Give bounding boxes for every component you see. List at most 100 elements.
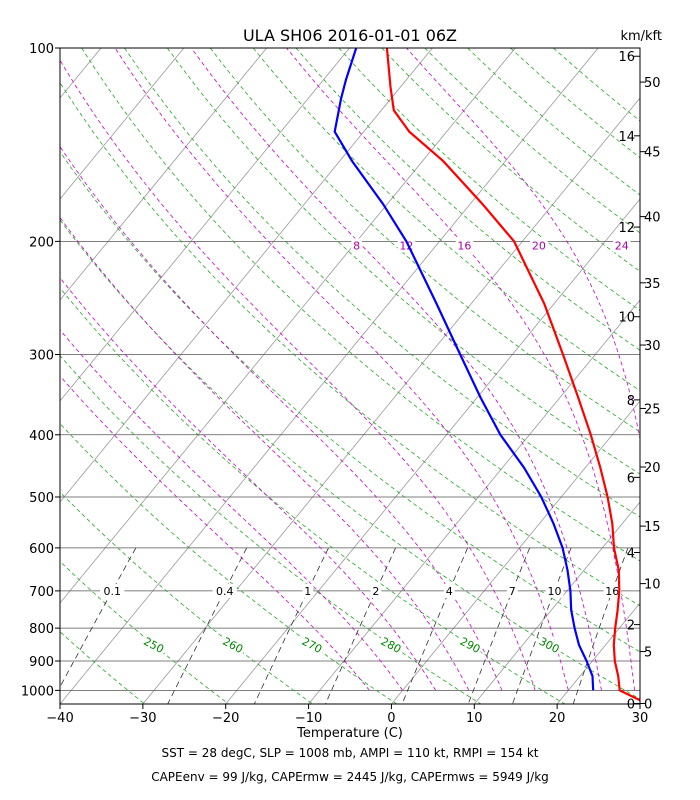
x-tick-label: 10 bbox=[466, 711, 483, 726]
km-tick-label: 12 bbox=[618, 221, 635, 236]
mixing-ratio-line bbox=[401, 547, 468, 704]
mixing-ratio-label-group: 2 bbox=[370, 583, 382, 598]
mixing-ratio-label-bg bbox=[443, 583, 455, 598]
dry-adiabat-line bbox=[60, 631, 145, 704]
kft-tick-label: 0 bbox=[644, 697, 652, 712]
mixing-ratio-line bbox=[60, 547, 137, 688]
dry-adiabat-line bbox=[60, 82, 640, 607]
moist-adiabat-line bbox=[60, 145, 503, 691]
dry-adiabat-line bbox=[381, 48, 640, 272]
dry-adiabat-line bbox=[60, 354, 482, 704]
moist-adiabat-line bbox=[60, 375, 370, 691]
x-tick-label: −10 bbox=[295, 711, 322, 726]
isotherm-line bbox=[0, 48, 18, 704]
kft-tick-label: 10 bbox=[644, 578, 661, 593]
moist-adiabat-line bbox=[406, 48, 640, 441]
chart-title: ULA SH06 2016-01-01 06Z bbox=[243, 26, 457, 45]
mixing-ratio-label: 0.1 bbox=[103, 585, 121, 598]
mixing-ratio-label-bg bbox=[212, 583, 237, 598]
kft-tick-label: 20 bbox=[644, 461, 661, 476]
dry-adiabat-line bbox=[60, 702, 61, 704]
x-tick-label: −30 bbox=[129, 711, 156, 726]
dry-adiabat-label-bg bbox=[456, 633, 485, 657]
isotherm-line bbox=[60, 48, 599, 704]
dry-adiabat-label-bg bbox=[535, 633, 564, 657]
mixing-ratio-label: 0.4 bbox=[216, 585, 234, 598]
kft-tick-label: 25 bbox=[644, 402, 661, 417]
dry-adiabat-line bbox=[295, 48, 640, 351]
dry-adiabat-label-group: 280 bbox=[377, 633, 406, 657]
km-tick-label: 16 bbox=[618, 50, 635, 65]
mixing-ratio-label-group: 7 bbox=[506, 583, 518, 598]
kft-tick-label: 40 bbox=[644, 211, 661, 226]
moist-adiabat-line bbox=[114, 48, 569, 691]
dry-adiabat-label-group: 300 bbox=[535, 633, 564, 657]
kft-tick-label: 35 bbox=[644, 277, 661, 292]
dry-adiabat-label-group: 290 bbox=[456, 633, 485, 657]
footer-line-2: CAPEenv = 99 J/kg, CAPErmw = 2445 J/kg, … bbox=[151, 770, 549, 784]
dry-adiabat-label-bg bbox=[218, 633, 248, 657]
km-tick-label: 0 bbox=[627, 697, 635, 712]
mixing-ratio-line bbox=[467, 547, 531, 704]
isotherm-line bbox=[60, 48, 185, 200]
mixing-ratio-label: 1 bbox=[304, 585, 311, 598]
profile-lines bbox=[333, 48, 640, 702]
dry-adiabat-line bbox=[167, 48, 640, 475]
dewpoint-profile-line bbox=[333, 48, 595, 691]
mixing-ratio-label-group: 4 bbox=[443, 583, 455, 598]
dry-adiabat-line bbox=[124, 48, 640, 518]
mixing-ratio-label-bg bbox=[370, 583, 382, 598]
dry-adiabat-line bbox=[510, 48, 640, 159]
moist-adiabat-label-bg bbox=[530, 238, 548, 253]
kft-tick-label: 30 bbox=[644, 339, 661, 354]
kft-tick-label: 15 bbox=[644, 520, 661, 535]
dry-adiabat-line bbox=[60, 491, 313, 704]
x-tick-label: 0 bbox=[387, 711, 395, 726]
km-tick-label: 2 bbox=[627, 619, 635, 634]
dry-adiabat-line bbox=[553, 48, 640, 122]
mixing-ratio-label-group: 1 bbox=[302, 583, 314, 598]
mixing-ratio-label-group: 0.1 bbox=[100, 583, 125, 598]
isotherm-line bbox=[60, 48, 268, 301]
km-tick-label: 4 bbox=[627, 546, 635, 561]
moist-adiabat-label-group: 16 bbox=[455, 238, 474, 253]
dry-adiabat-line bbox=[60, 219, 640, 700]
pressure-tick-label: 700 bbox=[29, 585, 54, 600]
mixing-ratio-label-bg bbox=[100, 583, 125, 598]
dry-adiabat-line bbox=[60, 151, 640, 653]
temperature-profile-line bbox=[385, 48, 640, 702]
isotherm-line bbox=[391, 400, 640, 704]
isotherm-line bbox=[473, 501, 640, 704]
moist-adiabat-label-group: 24 bbox=[613, 238, 631, 253]
pressure-tick-label: 600 bbox=[29, 542, 54, 557]
line-labels: 25026027028029030081216202428320.10.4124… bbox=[100, 238, 631, 657]
moist-adiabat-line bbox=[60, 277, 437, 691]
isotherm-line bbox=[308, 299, 640, 704]
mixing-ratio-label: 7 bbox=[509, 585, 516, 598]
moist-adiabat-label: 24 bbox=[615, 239, 629, 252]
pressure-tick-label: 400 bbox=[29, 429, 54, 444]
mixing-ratio-label: 10 bbox=[548, 585, 562, 598]
footer-line-1: SST = 28 degC, SLP = 1008 mb, AMPI = 110… bbox=[161, 746, 538, 760]
mixing-ratio-label-bg bbox=[603, 583, 622, 598]
background-lines bbox=[0, 48, 640, 704]
moist-adiabat-label-group: 8 bbox=[351, 238, 362, 253]
mixing-ratio-label-bg bbox=[545, 583, 564, 598]
dry-adiabat-line bbox=[81, 48, 640, 562]
dry-adiabat-line bbox=[338, 48, 640, 311]
dry-adiabat-line bbox=[209, 48, 640, 433]
dry-adiabat-line bbox=[60, 560, 229, 704]
dry-adiabat-line bbox=[60, 287, 566, 704]
kft-tick-label: 50 bbox=[644, 76, 661, 91]
moist-adiabat-line bbox=[60, 59, 536, 691]
isotherm-line bbox=[60, 48, 433, 503]
kft-tick-label: 45 bbox=[644, 146, 661, 161]
mixing-ratio-line bbox=[572, 547, 629, 704]
dry-adiabat-label-bg bbox=[377, 633, 406, 657]
dry-adiabat-line bbox=[424, 48, 640, 234]
moist-adiabat-label: 16 bbox=[457, 239, 471, 252]
km-tick-label: 10 bbox=[618, 311, 635, 326]
mixing-ratio-label: 4 bbox=[446, 585, 453, 598]
x-axis-label: Temperature (C) bbox=[296, 726, 403, 741]
